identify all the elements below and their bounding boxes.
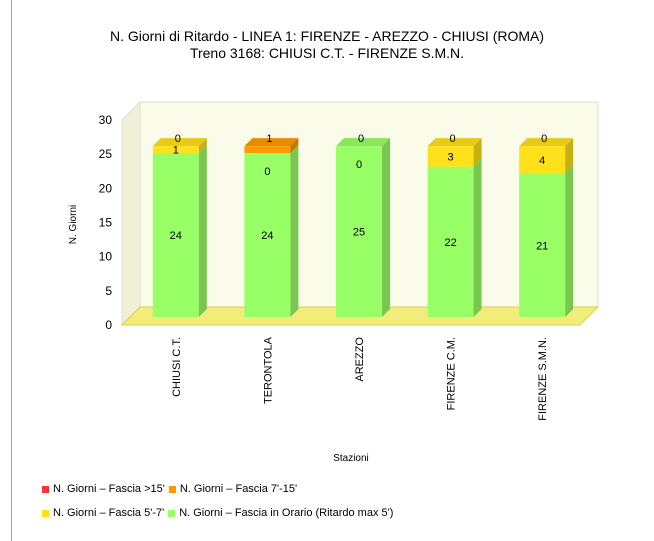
bar-top-face [244,138,299,147]
plot-side-wall [121,100,141,327]
data-label-in-orario: 22 [444,237,456,249]
legend-item-fascia-oltre-15: N. Giorni – Fascia >15' [42,483,165,495]
bar-top-face [336,138,390,147]
data-label-in-orario: 24 [261,230,273,242]
data-label-fascia-5-7: 4 [539,155,545,167]
chart-subtitle: Treno 3168: CHIUSI C.T. - FIRENZE S.M.N. [189,45,465,61]
data-label-fascia-5-7: 3 [448,151,454,163]
bar-firenze-s-m-n--series-1 [519,146,566,174]
data-label-in-orario: 21 [536,240,548,252]
data-label-in-orario: 25 [353,227,365,239]
data-label-in-orario: 24 [170,230,182,242]
chart-title: N. Giorni di Ritardo - LINEA 1: FIRENZE … [109,28,545,44]
legend-swatch-green [168,509,176,517]
legend-swatch-orange [168,485,176,493]
legend-row-2: N. Giorni – Fascia 5'-7' N. Giorni – Fas… [42,507,397,519]
bar-terontola-series-2 [244,146,291,153]
legend-row-1: N. Giorni – Fascia >15' N. Giorni – Fasc… [42,483,301,495]
bar-side-face [290,138,299,153]
data-label-top: 0 [358,133,364,145]
bar-top-face [427,138,482,147]
data-label-fascia-5-7: 0 [356,159,362,171]
y-tick-label: 15 [99,216,113,230]
bar-side-face [198,145,207,317]
y-tick-label: 20 [99,181,113,195]
y-tick-label: 10 [99,250,113,264]
x-category-label: FIRENZE S.M.N. [537,337,549,421]
bar-terontola-series-0 [244,153,291,317]
bar-side-face [565,165,574,317]
bar-top-face [152,138,207,147]
bar-arezzo-series-0 [336,146,382,317]
legend-item-fascia-7-15: N. Giorni – Fascia 7'-15' [168,483,298,495]
y-tick-label: 25 [99,147,113,161]
bar-firenze-c-m--series-0 [427,166,474,317]
data-label-top: 1 [266,133,272,145]
y-tick-label: 5 [105,284,112,298]
bar-side-face [473,138,482,167]
bar-top-face [519,138,574,147]
y-axis-title: N. Giorni [68,205,79,244]
x-category-label: FIRENZE C.M. [446,337,458,410]
x-category-label: TERONTOLA [262,336,274,404]
bar-side-face [565,138,574,174]
legend-item-fascia-5-7: N. Giorni – Fascia 5'-7' [42,507,164,519]
x-category-label: AREZZO [354,337,366,382]
legend-label: N. Giorni – Fascia 5'-7' [53,507,165,519]
data-label-fascia-5-7: 0 [264,166,270,178]
data-label-top: 0 [541,133,547,145]
legend-swatch-red [42,485,49,493]
bar-side-face [473,158,482,317]
bar-side-face [198,138,207,153]
x-axis-title: Stazioni [333,453,369,464]
data-label-fascia-5-7: 1 [173,145,179,157]
legend-label: N. Giorni – Fascia 7'-15' [179,483,298,495]
legend-label: N. Giorni – Fascia >15' [53,483,165,495]
legend-label: N. Giorni – Fascia in Orario (Ritardo ma… [179,507,394,519]
x-category-label: CHIUSI C.T. [171,337,183,397]
y-tick-label: 0 [105,318,112,332]
bar-firenze-s-m-n--series-0 [519,173,566,317]
legend-item-fascia-in-orario: N. Giorni – Fascia in Orario (Ritardo ma… [168,507,393,519]
y-tick-label: 30 [99,113,113,127]
bar-firenze-c-m--series-1 [427,146,474,167]
data-label-top: 0 [450,133,456,145]
bar-side-face [382,138,390,317]
legend-swatch-yellow [42,509,49,517]
bar-chiusi-c-t--series-1 [152,146,199,153]
data-label-top: 0 [175,133,181,145]
bar-side-face [290,145,299,317]
page-left-border [11,0,12,541]
bar-chiusi-c-t--series-0 [152,153,199,317]
